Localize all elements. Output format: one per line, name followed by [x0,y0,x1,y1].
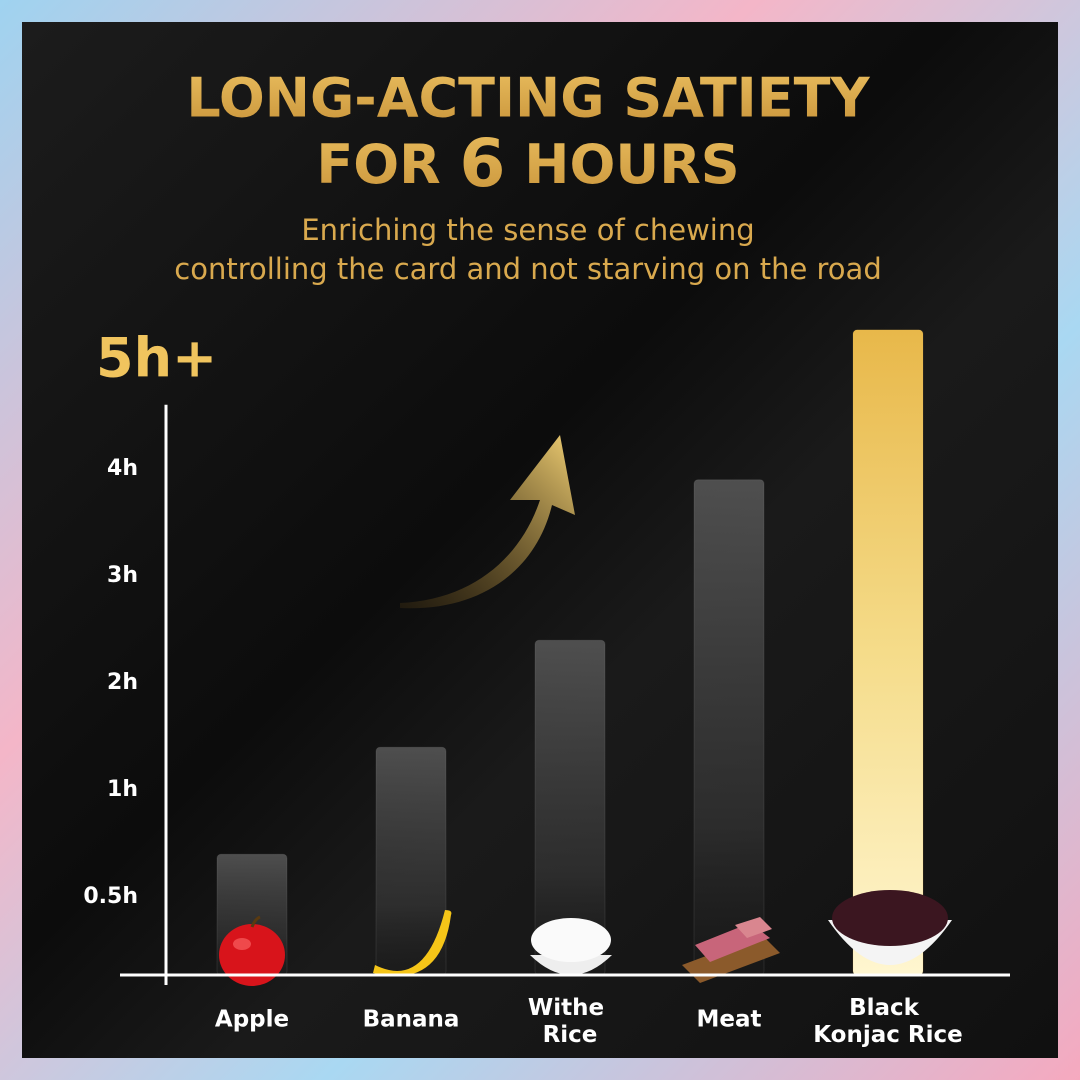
y-tick-label: 4h [107,456,138,481]
x-tick-label-line: Withe [528,995,612,1021]
food-icons [219,890,952,986]
apple-stem [250,915,261,928]
title-word: HOURS [524,133,739,196]
subtitle-line-2: controlling the card and not starving on… [174,252,881,286]
x-tick-label: Withe Rice [528,995,612,1048]
y-tick-label: 3h [107,563,138,588]
konjac-rice-icon [832,890,948,946]
y-tick-label: 5h+ [96,327,217,390]
banana-icon [373,910,452,977]
x-tick-label: Apple [215,1007,289,1033]
x-tick-label-line: Black [849,995,927,1021]
x-tick-label: Black Konjac Rice [813,995,962,1048]
subtitle-line-1: Enriching the sense of chewing [301,213,754,247]
x-tick-label: Meat [696,1007,761,1033]
meat-board [682,935,780,983]
rice-icon [531,918,611,962]
apple-shine [233,938,251,950]
apple-icon [219,924,285,986]
x-tick-label-line: Konjac Rice [813,1022,962,1048]
bar [852,329,924,976]
title-number: 6 [460,125,506,202]
growth-arrow [400,435,575,609]
axes: 0.5h 1h 2h 3h 4h 5h+ Apple Banana Withe Rice Meat… [83,327,1010,1048]
y-tick-label: 1h [107,777,138,802]
bar [693,479,765,976]
x-tick-label: Banana [363,1007,460,1033]
x-tick-label-line: Rice [543,1022,598,1048]
y-tick-label: 2h [107,670,138,695]
title-line-2: FOR 6 HOURS [316,125,739,202]
title-word: FOR [316,133,440,196]
meat-slice [735,917,772,938]
bars [216,329,924,976]
rice-bowl [530,955,612,975]
y-tick-label: 0.5h [83,884,138,909]
title-line-1: LONG-ACTING SATIETY [186,67,870,130]
